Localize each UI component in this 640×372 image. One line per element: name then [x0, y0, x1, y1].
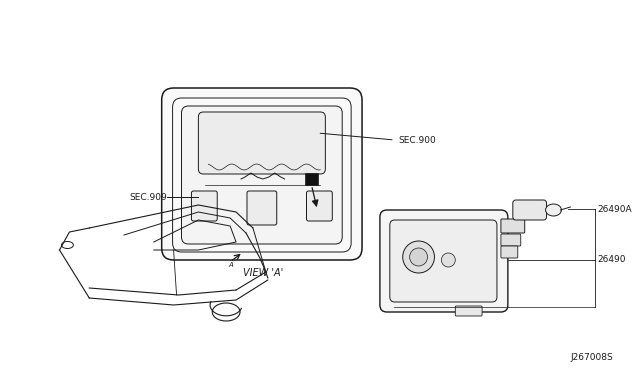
Bar: [305, 173, 319, 185]
Circle shape: [403, 241, 435, 273]
FancyBboxPatch shape: [198, 112, 325, 174]
Text: SEC.909: SEC.909: [129, 192, 166, 202]
Text: J267008S: J267008S: [570, 353, 613, 362]
Text: SEC.900: SEC.900: [399, 135, 436, 144]
FancyBboxPatch shape: [380, 210, 508, 312]
Text: VIEW 'A': VIEW 'A': [243, 268, 283, 278]
FancyBboxPatch shape: [501, 246, 518, 258]
FancyBboxPatch shape: [247, 191, 276, 225]
Text: A: A: [228, 262, 234, 268]
FancyBboxPatch shape: [162, 88, 362, 260]
Text: 26490A: 26490A: [597, 205, 632, 214]
Text: 26490: 26490: [597, 256, 626, 264]
FancyBboxPatch shape: [455, 306, 482, 316]
FancyBboxPatch shape: [182, 106, 342, 244]
FancyBboxPatch shape: [501, 219, 525, 233]
FancyBboxPatch shape: [513, 200, 547, 220]
FancyBboxPatch shape: [307, 191, 332, 221]
FancyBboxPatch shape: [390, 220, 497, 302]
FancyBboxPatch shape: [191, 191, 217, 221]
Circle shape: [410, 248, 428, 266]
Ellipse shape: [545, 204, 561, 216]
Circle shape: [442, 253, 455, 267]
FancyBboxPatch shape: [501, 234, 521, 246]
